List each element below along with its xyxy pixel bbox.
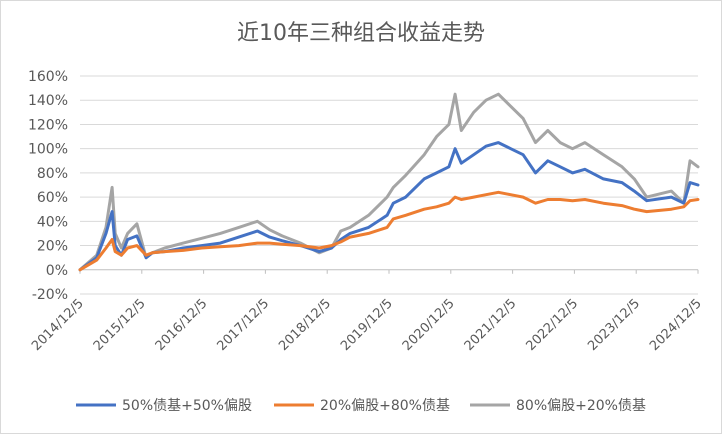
y-tick-label: 60% <box>37 190 68 206</box>
y-tick-label: -20% <box>32 287 68 303</box>
legend: 50%债基+50%偏股 20%偏股+80%债基 80%偏股+20%债基 <box>76 397 646 414</box>
y-tick-label: 160% <box>28 69 68 85</box>
y-axis: -20% 0% 20% 40% 60% 80% 100% 120% 140% 160% <box>28 69 68 303</box>
series-line <box>78 141 700 272</box>
y-tick-label: 140% <box>28 93 68 109</box>
y-tick-label: 0% <box>46 263 68 279</box>
legend-label: 20%偏股+80%债基 <box>320 397 450 414</box>
y-tick-label: 40% <box>37 214 68 230</box>
y-tick-label: 20% <box>37 239 68 255</box>
y-tick-label: 100% <box>28 142 68 158</box>
series-layer <box>78 92 700 272</box>
legend-label: 80%偏股+20%债基 <box>516 397 646 414</box>
y-tick-label: 120% <box>28 117 68 133</box>
legend-label: 50%债基+50%偏股 <box>122 397 252 414</box>
series-line <box>78 190 700 272</box>
chart-title: 近10年三种组合收益走势 <box>237 21 485 46</box>
y-tick-label: 80% <box>37 166 68 182</box>
